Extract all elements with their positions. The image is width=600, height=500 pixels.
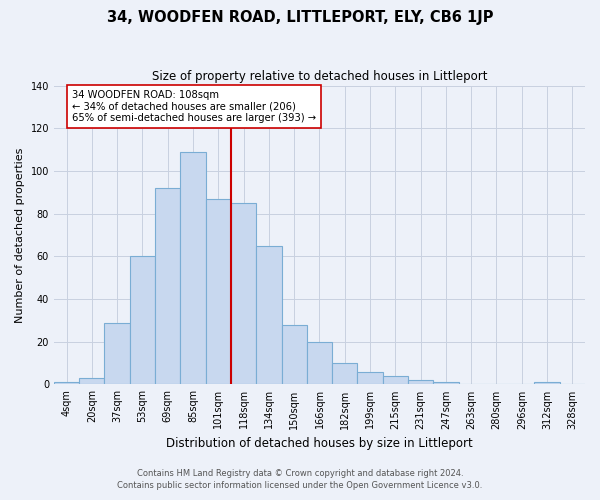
- Text: Contains HM Land Registry data © Crown copyright and database right 2024.
Contai: Contains HM Land Registry data © Crown c…: [118, 468, 482, 490]
- Bar: [535, 382, 560, 384]
- Bar: [231, 203, 256, 384]
- Bar: [104, 322, 130, 384]
- Bar: [155, 188, 181, 384]
- Y-axis label: Number of detached properties: Number of detached properties: [15, 148, 25, 322]
- Bar: [181, 152, 206, 384]
- Bar: [408, 380, 433, 384]
- Bar: [79, 378, 104, 384]
- Bar: [256, 246, 281, 384]
- Bar: [433, 382, 458, 384]
- X-axis label: Distribution of detached houses by size in Littleport: Distribution of detached houses by size …: [166, 437, 473, 450]
- Bar: [130, 256, 155, 384]
- Text: 34, WOODFEN ROAD, LITTLEPORT, ELY, CB6 1JP: 34, WOODFEN ROAD, LITTLEPORT, ELY, CB6 1…: [107, 10, 493, 25]
- Bar: [54, 382, 79, 384]
- Bar: [307, 342, 332, 384]
- Bar: [281, 324, 307, 384]
- Bar: [358, 372, 383, 384]
- Title: Size of property relative to detached houses in Littleport: Size of property relative to detached ho…: [152, 70, 487, 83]
- Bar: [206, 198, 231, 384]
- Bar: [383, 376, 408, 384]
- Text: 34 WOODFEN ROAD: 108sqm
← 34% of detached houses are smaller (206)
65% of semi-d: 34 WOODFEN ROAD: 108sqm ← 34% of detache…: [71, 90, 316, 123]
- Bar: [332, 363, 358, 384]
